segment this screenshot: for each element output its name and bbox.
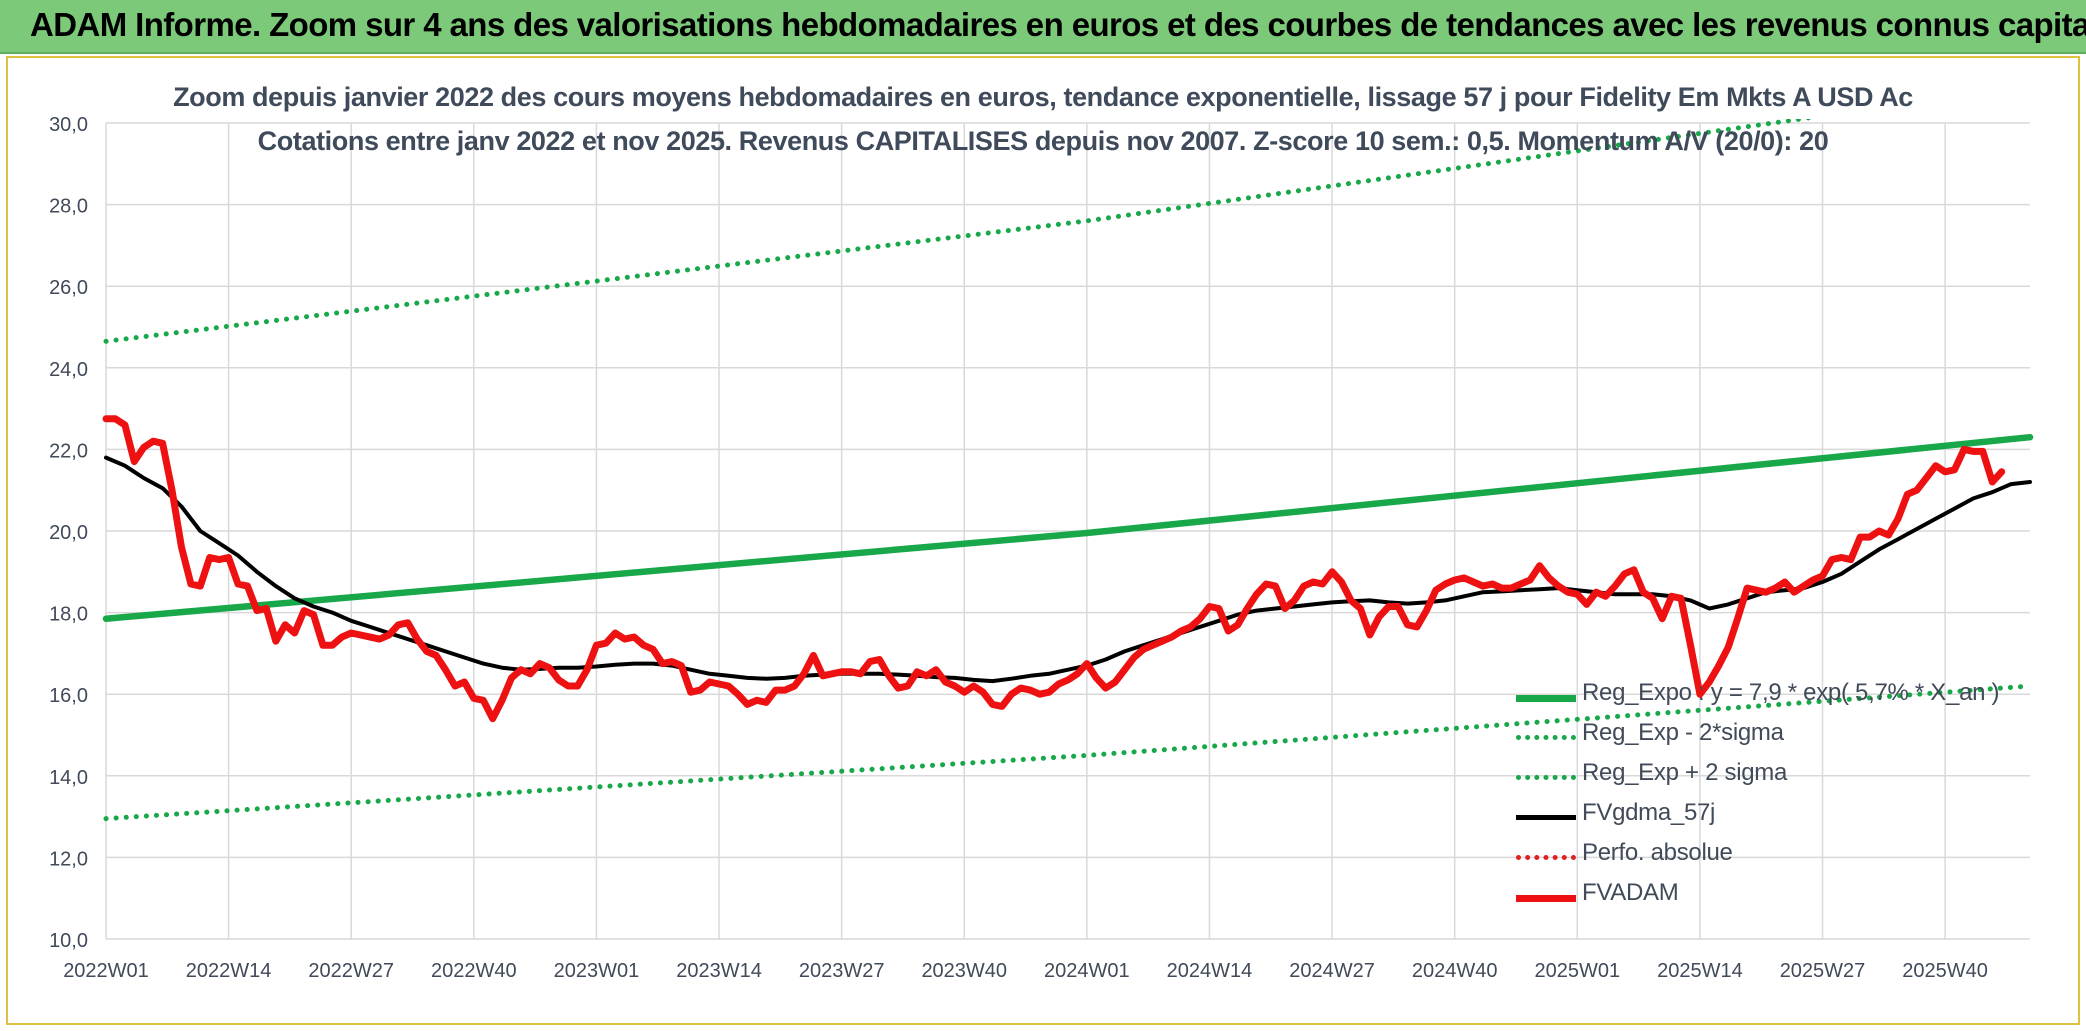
legend-item: FVgdma_57j bbox=[1516, 797, 2016, 837]
x-tick-label: 2025W01 bbox=[1534, 960, 1620, 982]
x-tick-label: 2022W40 bbox=[431, 960, 517, 982]
x-tick-label: 2023W01 bbox=[554, 960, 640, 982]
legend-label: Reg_Expo : y = 7,9 * exp( 5,7% * X_an ) bbox=[1582, 679, 2000, 706]
chart-title-line1: Zoom depuis janvier 2022 des cours moyen… bbox=[173, 82, 1913, 112]
y-tick-label: 20,0 bbox=[49, 522, 88, 544]
x-tick-label: 2024W14 bbox=[1167, 960, 1253, 982]
legend-item: Perfo. absolue bbox=[1516, 837, 2016, 877]
x-tick-label: 2022W27 bbox=[308, 960, 394, 982]
x-tick-label: 2022W01 bbox=[63, 960, 149, 982]
legend-item: Reg_Exp + 2 sigma bbox=[1516, 757, 2016, 797]
y-tick-label: 12,0 bbox=[49, 848, 88, 870]
x-tick-label: 2025W14 bbox=[1657, 960, 1743, 982]
x-tick-label: 2025W40 bbox=[1902, 960, 1988, 982]
series-lines bbox=[102, 119, 2034, 822]
legend-item: Reg_Exp - 2*sigma bbox=[1516, 717, 2016, 757]
x-tick-label: 2023W27 bbox=[799, 960, 885, 982]
y-tick-label: 28,0 bbox=[49, 196, 88, 218]
legend-swatch bbox=[1516, 815, 1576, 820]
legend-item: Reg_Expo : y = 7,9 * exp( 5,7% * X_an ) bbox=[1516, 677, 2016, 717]
report-title: ADAM Informe. Zoom sur 4 ans des valoris… bbox=[30, 6, 2086, 43]
series-line-0 bbox=[102, 433, 2034, 622]
series-line-2 bbox=[103, 119, 1819, 344]
legend-swatch bbox=[1516, 695, 1576, 702]
chart-legend: Reg_Expo : y = 7,9 * exp( 5,7% * X_an ) R… bbox=[1516, 677, 2016, 917]
y-tick-label: 18,0 bbox=[49, 604, 88, 626]
y-tick-label: 22,0 bbox=[49, 440, 88, 462]
chart-title-line2: Cotations entre janv 2022 et nov 2025. R… bbox=[257, 126, 1829, 156]
legend-label: Reg_Exp + 2 sigma bbox=[1582, 759, 1788, 786]
series-line-3 bbox=[104, 455, 2032, 684]
report-banner: ADAM Informe. Zoom sur 4 ans des valoris… bbox=[0, 0, 2086, 54]
legend-item: FVADAM bbox=[1516, 877, 2016, 917]
legend-label: Perfo. absolue bbox=[1582, 839, 1733, 866]
y-tick-label: 10,0 bbox=[49, 930, 88, 952]
x-tick-label: 2024W27 bbox=[1289, 960, 1375, 982]
legend-swatch bbox=[1516, 855, 1576, 860]
legend-label: FVgdma_57j bbox=[1582, 799, 1716, 826]
x-tick-label: 2024W40 bbox=[1412, 960, 1498, 982]
y-tick-label: 16,0 bbox=[49, 685, 88, 707]
y-tick-label: 14,0 bbox=[49, 767, 88, 789]
legend-swatch bbox=[1516, 775, 1576, 780]
x-tick-label: 2022W14 bbox=[186, 960, 272, 982]
x-tick-label: 2023W40 bbox=[921, 960, 1007, 982]
legend-swatch bbox=[1516, 895, 1576, 902]
x-tick-label: 2024W01 bbox=[1044, 960, 1130, 982]
series-line-5 bbox=[102, 415, 2006, 723]
grid-lines bbox=[105, 122, 2030, 940]
x-tick-label: 2023W14 bbox=[676, 960, 762, 982]
y-tick-label: 26,0 bbox=[49, 277, 88, 299]
axis-labels: 10,0 12,0 14,0 16,0 18,0 20,0 22,0 24,0 26,0 28,0… bbox=[49, 114, 1988, 982]
legend-label: FVADAM bbox=[1582, 879, 1679, 906]
x-tick-label: 2025W27 bbox=[1780, 960, 1866, 982]
legend-swatch bbox=[1516, 735, 1576, 740]
legend-label: Reg_Exp - 2*sigma bbox=[1582, 719, 1784, 746]
y-tick-label: 24,0 bbox=[49, 359, 88, 381]
y-tick-label: 30,0 bbox=[49, 114, 88, 136]
